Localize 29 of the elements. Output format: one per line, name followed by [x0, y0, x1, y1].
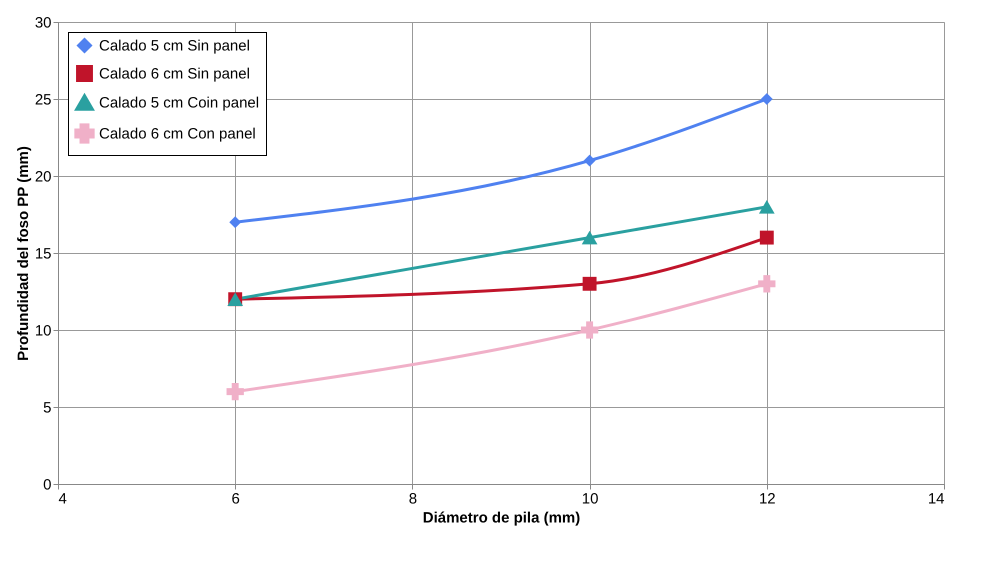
y-tick-label: 30: [34, 14, 52, 32]
point: [580, 321, 598, 339]
point: [760, 93, 773, 105]
x-tick-label: 12: [758, 490, 776, 508]
point: [582, 230, 598, 244]
x-tick-label: 14: [928, 490, 944, 508]
point: [760, 230, 774, 245]
x-tick-label: 4: [58, 490, 67, 508]
y-tick-label: 0: [43, 476, 52, 494]
y-axis-title: Profundidad del foso PP (mm): [14, 146, 32, 361]
point: [229, 216, 242, 228]
x-tick-label: 8: [408, 490, 418, 508]
x-tick-label: 6: [232, 490, 240, 508]
y-tick-label: 20: [34, 168, 52, 186]
x-tick-label: 10: [582, 490, 598, 508]
y-tick-label: 25: [34, 92, 52, 108]
y-tick-label: 5: [43, 400, 52, 416]
legend-label: Calado 6 cm Sin panel: [99, 66, 250, 82]
legend-label: Calado 5 cm Sin panel: [99, 38, 250, 54]
x-axis-title: Diámetro de pila (mm): [422, 510, 580, 526]
point: [758, 275, 776, 292]
point: [584, 154, 596, 167]
point: [582, 276, 597, 291]
legend-label: Calado 5 cm Coin panel: [99, 94, 260, 112]
point: [758, 200, 775, 214]
point: [226, 382, 244, 400]
y-tick-label: 10: [34, 322, 52, 340]
legend-label: Calado 6 cm Con panel: [99, 126, 256, 142]
y-tick-label: 15: [34, 246, 52, 262]
